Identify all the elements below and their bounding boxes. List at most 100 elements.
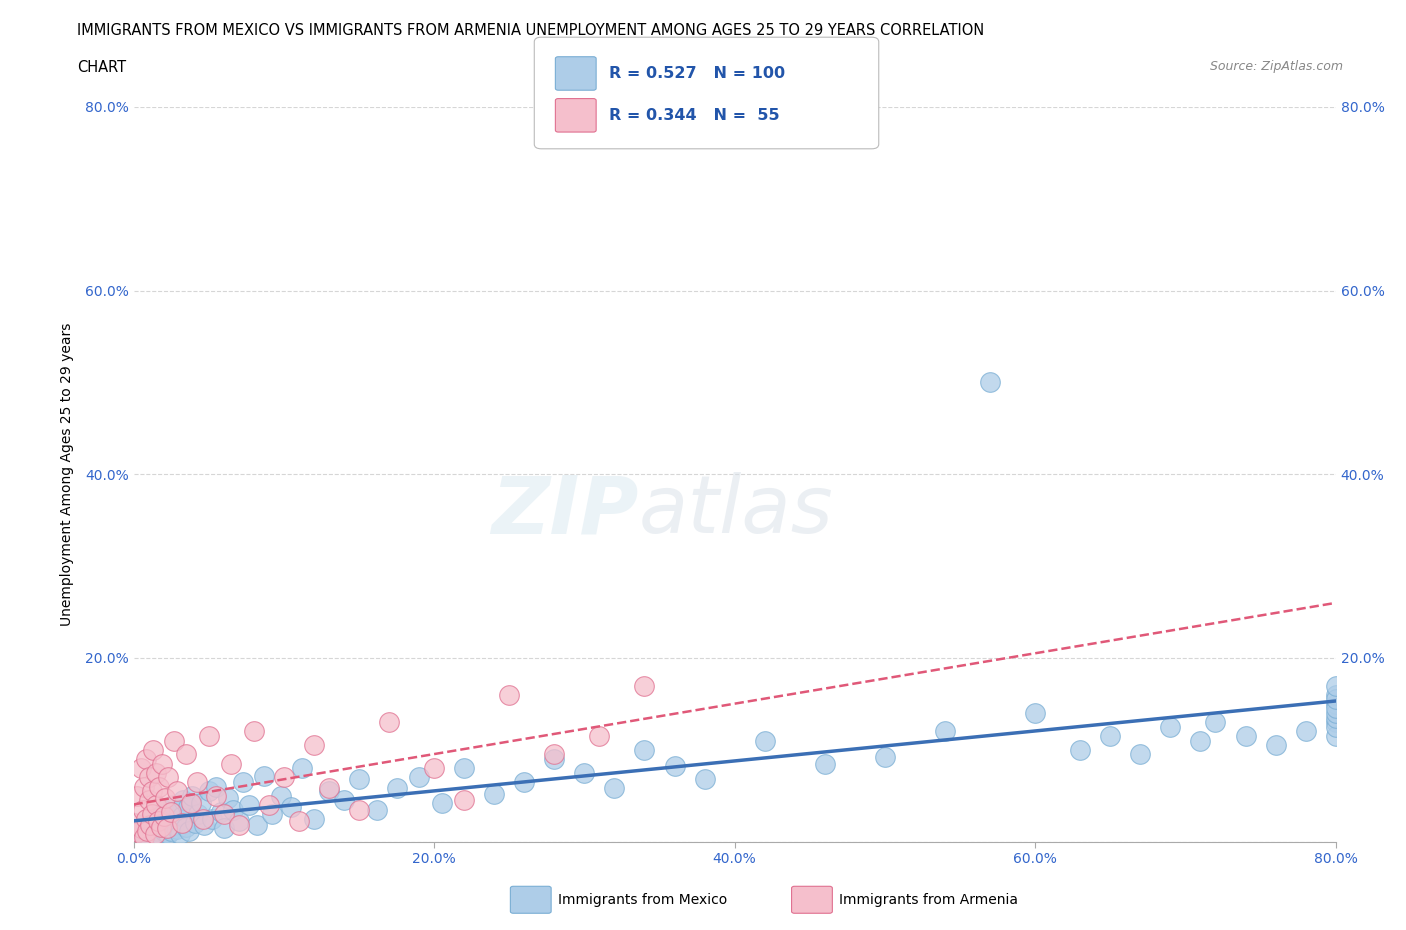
Point bbox=[1324, 678, 1347, 693]
Point bbox=[142, 742, 165, 757]
Point bbox=[197, 728, 219, 743]
Point bbox=[141, 806, 163, 821]
Point bbox=[318, 781, 340, 796]
Point bbox=[333, 793, 356, 808]
Point bbox=[205, 779, 228, 794]
Point bbox=[588, 728, 610, 743]
Point bbox=[1295, 724, 1317, 739]
Point bbox=[212, 806, 235, 821]
Point bbox=[148, 779, 170, 794]
Point bbox=[160, 823, 183, 838]
Point bbox=[166, 821, 188, 836]
Point bbox=[138, 823, 160, 838]
Point bbox=[253, 768, 276, 783]
Point bbox=[132, 827, 155, 842]
Point bbox=[814, 756, 837, 771]
Point bbox=[139, 817, 162, 832]
Point bbox=[212, 820, 235, 835]
Point bbox=[288, 814, 311, 829]
Point bbox=[1129, 747, 1152, 762]
Point bbox=[243, 724, 266, 739]
Point bbox=[157, 770, 180, 785]
Point bbox=[153, 790, 176, 805]
Point bbox=[191, 811, 214, 826]
Text: Immigrants from Mexico: Immigrants from Mexico bbox=[558, 893, 727, 908]
Point bbox=[228, 817, 250, 832]
Point bbox=[142, 820, 165, 835]
Point bbox=[180, 796, 202, 811]
Point bbox=[152, 808, 174, 823]
Point bbox=[1324, 701, 1347, 716]
Point bbox=[143, 827, 166, 842]
Point bbox=[270, 789, 292, 804]
Point bbox=[217, 790, 239, 805]
Point bbox=[156, 820, 179, 835]
Point bbox=[129, 820, 152, 835]
Point bbox=[347, 772, 370, 787]
Point bbox=[150, 756, 173, 771]
Point bbox=[152, 816, 174, 830]
Point bbox=[146, 823, 169, 838]
Point bbox=[172, 793, 194, 808]
Point bbox=[149, 817, 172, 832]
Point bbox=[157, 827, 180, 842]
Point bbox=[1234, 728, 1257, 743]
Point bbox=[186, 775, 208, 790]
Point bbox=[430, 796, 453, 811]
Point bbox=[280, 799, 302, 814]
Point bbox=[664, 759, 686, 774]
Text: Source: ZipAtlas.com: Source: ZipAtlas.com bbox=[1209, 60, 1343, 73]
Point bbox=[153, 825, 176, 840]
Point bbox=[138, 817, 160, 832]
Point bbox=[246, 817, 269, 832]
Point bbox=[1264, 737, 1286, 752]
Point bbox=[145, 765, 167, 780]
Point bbox=[873, 750, 896, 764]
Point bbox=[347, 802, 370, 817]
Point bbox=[205, 789, 228, 804]
Point bbox=[170, 808, 193, 823]
Point bbox=[1324, 720, 1347, 735]
Point bbox=[132, 779, 155, 794]
Point bbox=[209, 804, 232, 819]
Point bbox=[1324, 687, 1347, 702]
Text: CHART: CHART bbox=[77, 60, 127, 75]
Point bbox=[162, 798, 184, 813]
Point bbox=[179, 823, 201, 838]
Point bbox=[163, 817, 186, 832]
Point bbox=[291, 761, 314, 776]
Point bbox=[190, 796, 212, 811]
Point bbox=[1024, 706, 1046, 721]
Point bbox=[232, 775, 254, 790]
Point bbox=[150, 811, 173, 826]
Point bbox=[543, 747, 565, 762]
Text: IMMIGRANTS FROM MEXICO VS IMMIGRANTS FROM ARMENIA UNEMPLOYMENT AMONG AGES 25 TO : IMMIGRANTS FROM MEXICO VS IMMIGRANTS FRO… bbox=[77, 23, 984, 38]
Point bbox=[181, 789, 204, 804]
Point bbox=[302, 737, 325, 752]
Point bbox=[260, 806, 283, 821]
Point bbox=[1159, 720, 1181, 735]
Point bbox=[273, 770, 295, 785]
Point bbox=[633, 678, 655, 693]
Point bbox=[197, 784, 219, 799]
Point bbox=[754, 733, 776, 748]
Point bbox=[1069, 742, 1091, 757]
Point bbox=[228, 814, 250, 829]
Point bbox=[1189, 733, 1212, 748]
Point bbox=[219, 756, 242, 771]
Point bbox=[378, 715, 401, 730]
Point bbox=[693, 772, 716, 787]
Point bbox=[238, 798, 260, 813]
Point bbox=[149, 829, 172, 844]
Point bbox=[138, 770, 160, 785]
Point bbox=[184, 816, 207, 830]
Point bbox=[150, 821, 173, 836]
Point bbox=[222, 802, 245, 817]
Point bbox=[453, 761, 475, 776]
Point bbox=[1324, 728, 1347, 743]
Text: atlas: atlas bbox=[638, 472, 834, 550]
Point bbox=[257, 798, 280, 813]
Point bbox=[138, 830, 160, 844]
Point bbox=[174, 747, 197, 762]
Point bbox=[174, 819, 197, 834]
